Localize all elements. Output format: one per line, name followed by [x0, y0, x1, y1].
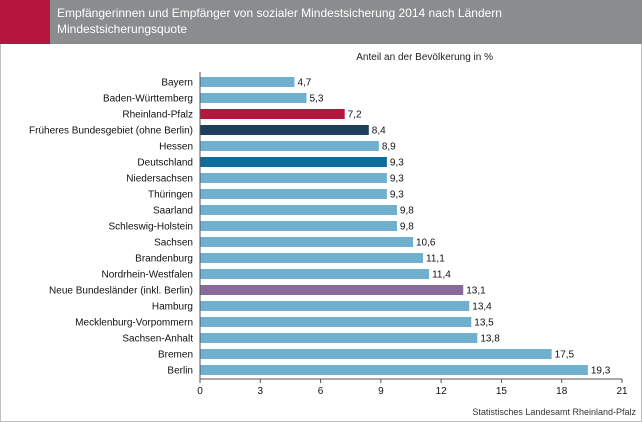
chart-title-line-2: Mindestsicherungsquote: [57, 22, 188, 36]
value-label: 11,4: [432, 270, 451, 281]
category-label: Saarland: [153, 206, 193, 217]
category-label: Nordrhein-Westfalen: [101, 270, 193, 281]
value-label: 9,3: [390, 158, 404, 169]
category-label: Sachsen: [154, 238, 193, 249]
value-label: 9,3: [390, 174, 404, 185]
category-label: Rheinland-Pfalz: [122, 110, 193, 121]
x-tick-label: 21: [616, 386, 628, 397]
value-label: 4,7: [297, 78, 311, 89]
bar: [200, 109, 345, 119]
bar: [200, 77, 295, 87]
value-label: 11,1: [426, 254, 445, 265]
category-label: Thüringen: [148, 190, 193, 201]
value-label: 13,1: [466, 286, 486, 297]
category-label: Deutschland: [137, 158, 193, 169]
bar: [200, 221, 397, 231]
value-label: 9,8: [400, 206, 414, 217]
bar: [200, 237, 414, 247]
chart-title: Empfängerinnen und Empfänger von soziale…: [57, 5, 637, 37]
bars-group: [200, 77, 588, 375]
category-label: Berlin: [167, 366, 193, 377]
x-tick-label: 0: [197, 386, 203, 397]
category-label: Schleswig-Holstein: [109, 222, 193, 233]
value-label: 7,2: [348, 110, 362, 121]
x-tick-label: 12: [436, 386, 448, 397]
category-label: Mecklenburg-Vorpommern: [75, 318, 193, 329]
category-label: Hamburg: [152, 302, 193, 313]
category-label: Hessen: [159, 142, 193, 153]
value-label: 19,3: [591, 366, 611, 377]
source-note: Statistisches Landesamt Rheinland-Pfalz: [472, 407, 636, 417]
value-label: 9,3: [390, 190, 404, 201]
bar: [200, 333, 478, 343]
title-accent-block: [0, 0, 50, 44]
value-label: 8,9: [382, 142, 396, 153]
x-tick-label: 9: [378, 386, 384, 397]
y-axis-label: Anteil an der Bevölkerung in %: [356, 52, 493, 63]
bar: [200, 285, 464, 295]
x-tick-label: 15: [496, 386, 508, 397]
bar: [200, 125, 369, 135]
x-tick-label: 3: [258, 386, 264, 397]
value-label: 17,5: [555, 350, 575, 361]
value-labels-group: 4,75,37,28,48,99,39,39,39,89,810,611,111…: [297, 78, 610, 377]
category-label: Bremen: [158, 350, 193, 361]
x-ticks-group: 0 3 6 9 12 15 18 21: [197, 379, 628, 397]
category-labels-group: Bayern Baden-Württemberg Rheinland-Pfalz Fr…: [29, 78, 193, 377]
x-tick-label: 6: [318, 386, 324, 397]
value-label: 13,5: [474, 318, 494, 329]
bar: [200, 173, 387, 183]
bar: [200, 93, 307, 103]
category-label: Früheres Bundesgebiet (ohne Berlin): [29, 126, 193, 137]
category-label: Brandenburg: [135, 254, 193, 265]
value-label: 5,3: [310, 94, 324, 105]
value-label: 10,6: [416, 238, 436, 249]
category-label: Baden-Württemberg: [103, 94, 193, 105]
bar: [200, 189, 387, 199]
value-label: 13,8: [480, 334, 500, 345]
category-label: Sachsen-Anhalt: [122, 334, 193, 345]
category-label: Niedersachsen: [126, 174, 193, 185]
bar: [200, 301, 470, 311]
x-tick-label: 18: [556, 386, 568, 397]
chart-title-line-1: Empfängerinnen und Empfänger von soziale…: [57, 6, 502, 20]
bar: [200, 205, 397, 215]
bar: [200, 141, 379, 151]
bar: [200, 157, 387, 167]
axes-group: [199, 72, 622, 380]
value-label: 9,8: [400, 222, 414, 233]
bar: [200, 349, 552, 359]
bar: [200, 365, 588, 375]
value-label: 13,4: [472, 302, 492, 313]
bar: [200, 253, 424, 263]
category-label: Bayern: [161, 78, 193, 89]
bar: [200, 269, 430, 279]
value-label: 8,4: [372, 126, 386, 137]
title-bar: Empfängerinnen und Empfänger von soziale…: [0, 0, 642, 44]
category-label: Neue Bundesländer (inkl. Berlin): [49, 286, 193, 297]
bar: [200, 317, 472, 327]
